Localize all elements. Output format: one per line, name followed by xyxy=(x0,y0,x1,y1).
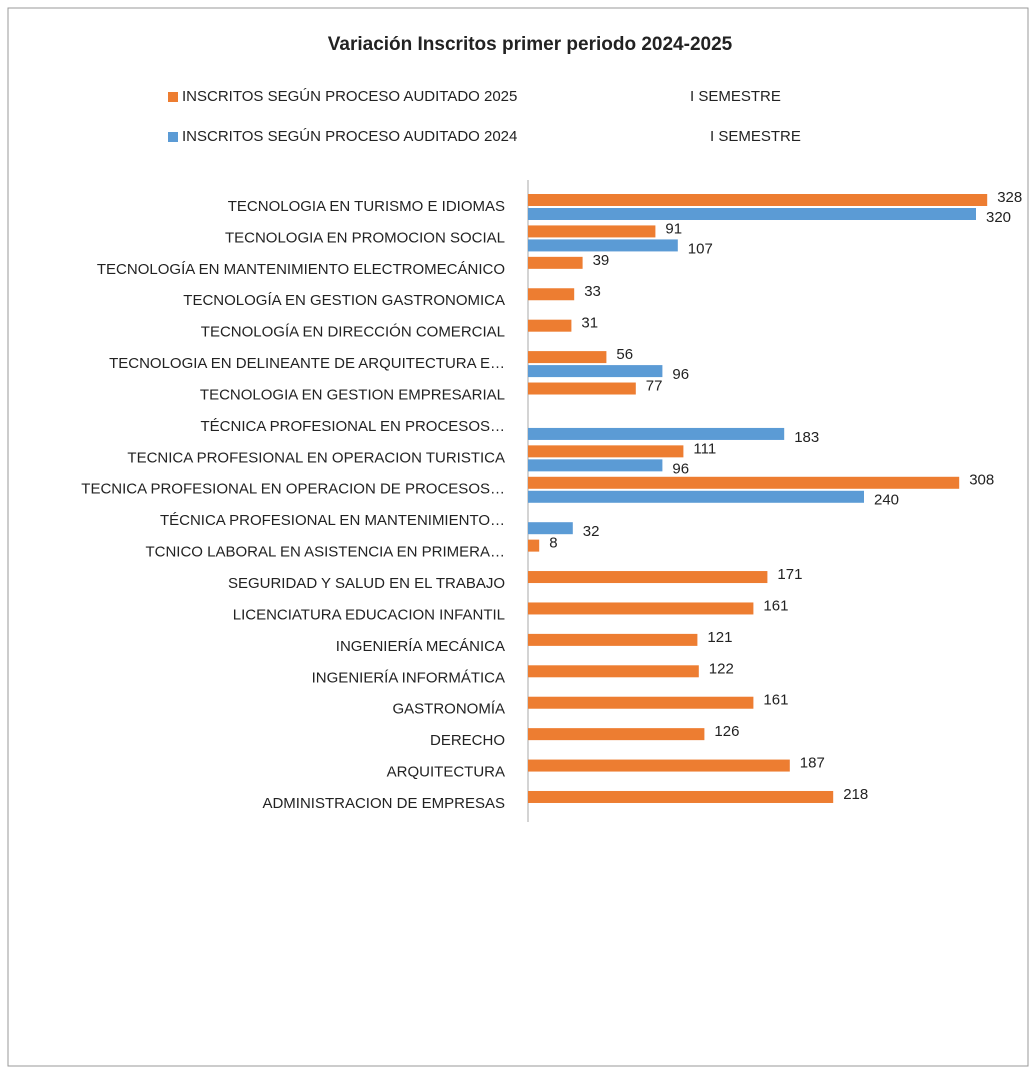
category-label: TECNOLOGIA EN GESTION EMPRESARIAL xyxy=(200,386,505,403)
chart-title: Variación Inscritos primer periodo 2024-… xyxy=(328,34,733,55)
category-label: INGENIERÍA INFORMÁTICA xyxy=(312,669,505,686)
bar xyxy=(528,365,663,378)
bar xyxy=(528,382,636,395)
bar xyxy=(528,225,656,238)
value-label: 240 xyxy=(874,492,899,509)
value-label: 126 xyxy=(714,723,739,740)
bar xyxy=(528,522,573,535)
bar xyxy=(528,476,960,489)
value-label: 39 xyxy=(593,252,610,269)
bar xyxy=(528,490,864,503)
bar xyxy=(528,288,575,301)
category-label: TÉCNICA PROFESIONAL EN PROCESOS… xyxy=(200,418,505,435)
legend-label: INSCRITOS SEGÚN PROCESO AUDITADO 2025 xyxy=(182,88,517,105)
legend-swatch xyxy=(168,132,178,142)
legend-period: I SEMESTRE xyxy=(690,88,781,105)
category-label: ARQUITECTURA xyxy=(387,764,505,781)
bar xyxy=(528,539,540,552)
bar xyxy=(528,239,678,252)
value-label: 56 xyxy=(616,346,633,363)
bar xyxy=(528,728,705,741)
category-label: TECNICA PROFESIONAL EN OPERACION TURISTI… xyxy=(127,449,505,466)
value-label: 111 xyxy=(693,440,716,457)
value-label: 8 xyxy=(549,535,557,552)
category-label: DERECHO xyxy=(430,732,505,749)
bar xyxy=(528,194,988,206)
legend-label: INSCRITOS SEGÚN PROCESO AUDITADO 2024 xyxy=(182,128,517,145)
category-label: GASTRONOMÍA xyxy=(392,701,505,718)
bar xyxy=(528,459,663,472)
category-label: SEGURIDAD Y SALUD EN EL TRABAJO xyxy=(228,575,505,592)
value-label: 218 xyxy=(843,786,868,803)
category-label: TECNOLOGÍA EN GESTION GASTRONOMICA xyxy=(183,292,505,309)
value-label: 161 xyxy=(763,597,788,614)
bar xyxy=(528,602,754,615)
category-label: TECNOLOGIA EN DELINEANTE DE ARQUITECTURA… xyxy=(109,355,505,372)
value-label: 96 xyxy=(672,460,689,477)
bar xyxy=(528,427,785,440)
category-label: LICENCIATURA EDUCACION INFANTIL xyxy=(233,606,505,623)
category-label: TÉCNICA PROFESIONAL EN MANTENIMIENTO… xyxy=(160,512,505,529)
value-label: 187 xyxy=(800,755,825,772)
category-label: TECNOLOGIA EN PROMOCION SOCIAL xyxy=(225,229,505,246)
legend-period: I SEMESTRE xyxy=(710,128,801,145)
value-label: 107 xyxy=(688,240,713,257)
value-label: 320 xyxy=(986,209,1011,226)
bar xyxy=(528,790,834,803)
value-label: 32 xyxy=(583,523,600,540)
bar xyxy=(528,351,607,364)
value-label: 33 xyxy=(584,283,601,300)
bar xyxy=(528,633,698,646)
bar xyxy=(528,445,684,458)
category-label: TECNOLOGÍA EN MANTENIMIENTO ELECTROMECÁN… xyxy=(97,261,505,278)
bar xyxy=(528,256,583,269)
value-label: 77 xyxy=(646,377,663,394)
value-label: 121 xyxy=(707,629,732,646)
frame xyxy=(7,7,1029,1067)
bar xyxy=(528,665,699,678)
legend-swatch xyxy=(168,92,178,102)
value-label: 308 xyxy=(969,472,994,489)
bar xyxy=(528,208,976,220)
category-label: TECNICA PROFESIONAL EN OPERACION DE PROC… xyxy=(81,481,505,498)
category-label: TCNICO LABORAL EN ASISTENCIA EN PRIMERA… xyxy=(145,544,505,561)
value-label: 328 xyxy=(997,189,1022,206)
category-label: TECNOLOGIA EN TURISMO E IDIOMAS xyxy=(228,198,505,215)
value-label: 96 xyxy=(672,366,689,383)
category-label: INGENIERÍA MECÁNICA xyxy=(336,638,505,655)
value-label: 91 xyxy=(665,220,682,237)
value-label: 183 xyxy=(794,429,819,446)
category-label: ADMINISTRACION DE EMPRESAS xyxy=(262,795,505,812)
bar xyxy=(528,571,768,584)
bar xyxy=(528,696,754,709)
category-label: TECNOLOGÍA EN DIRECCIÓN COMERCIAL xyxy=(201,324,505,341)
bar xyxy=(528,319,572,332)
value-label: 31 xyxy=(581,315,598,332)
bar xyxy=(528,759,790,772)
value-label: 171 xyxy=(777,566,802,583)
value-label: 161 xyxy=(763,692,788,709)
value-label: 122 xyxy=(709,660,734,677)
